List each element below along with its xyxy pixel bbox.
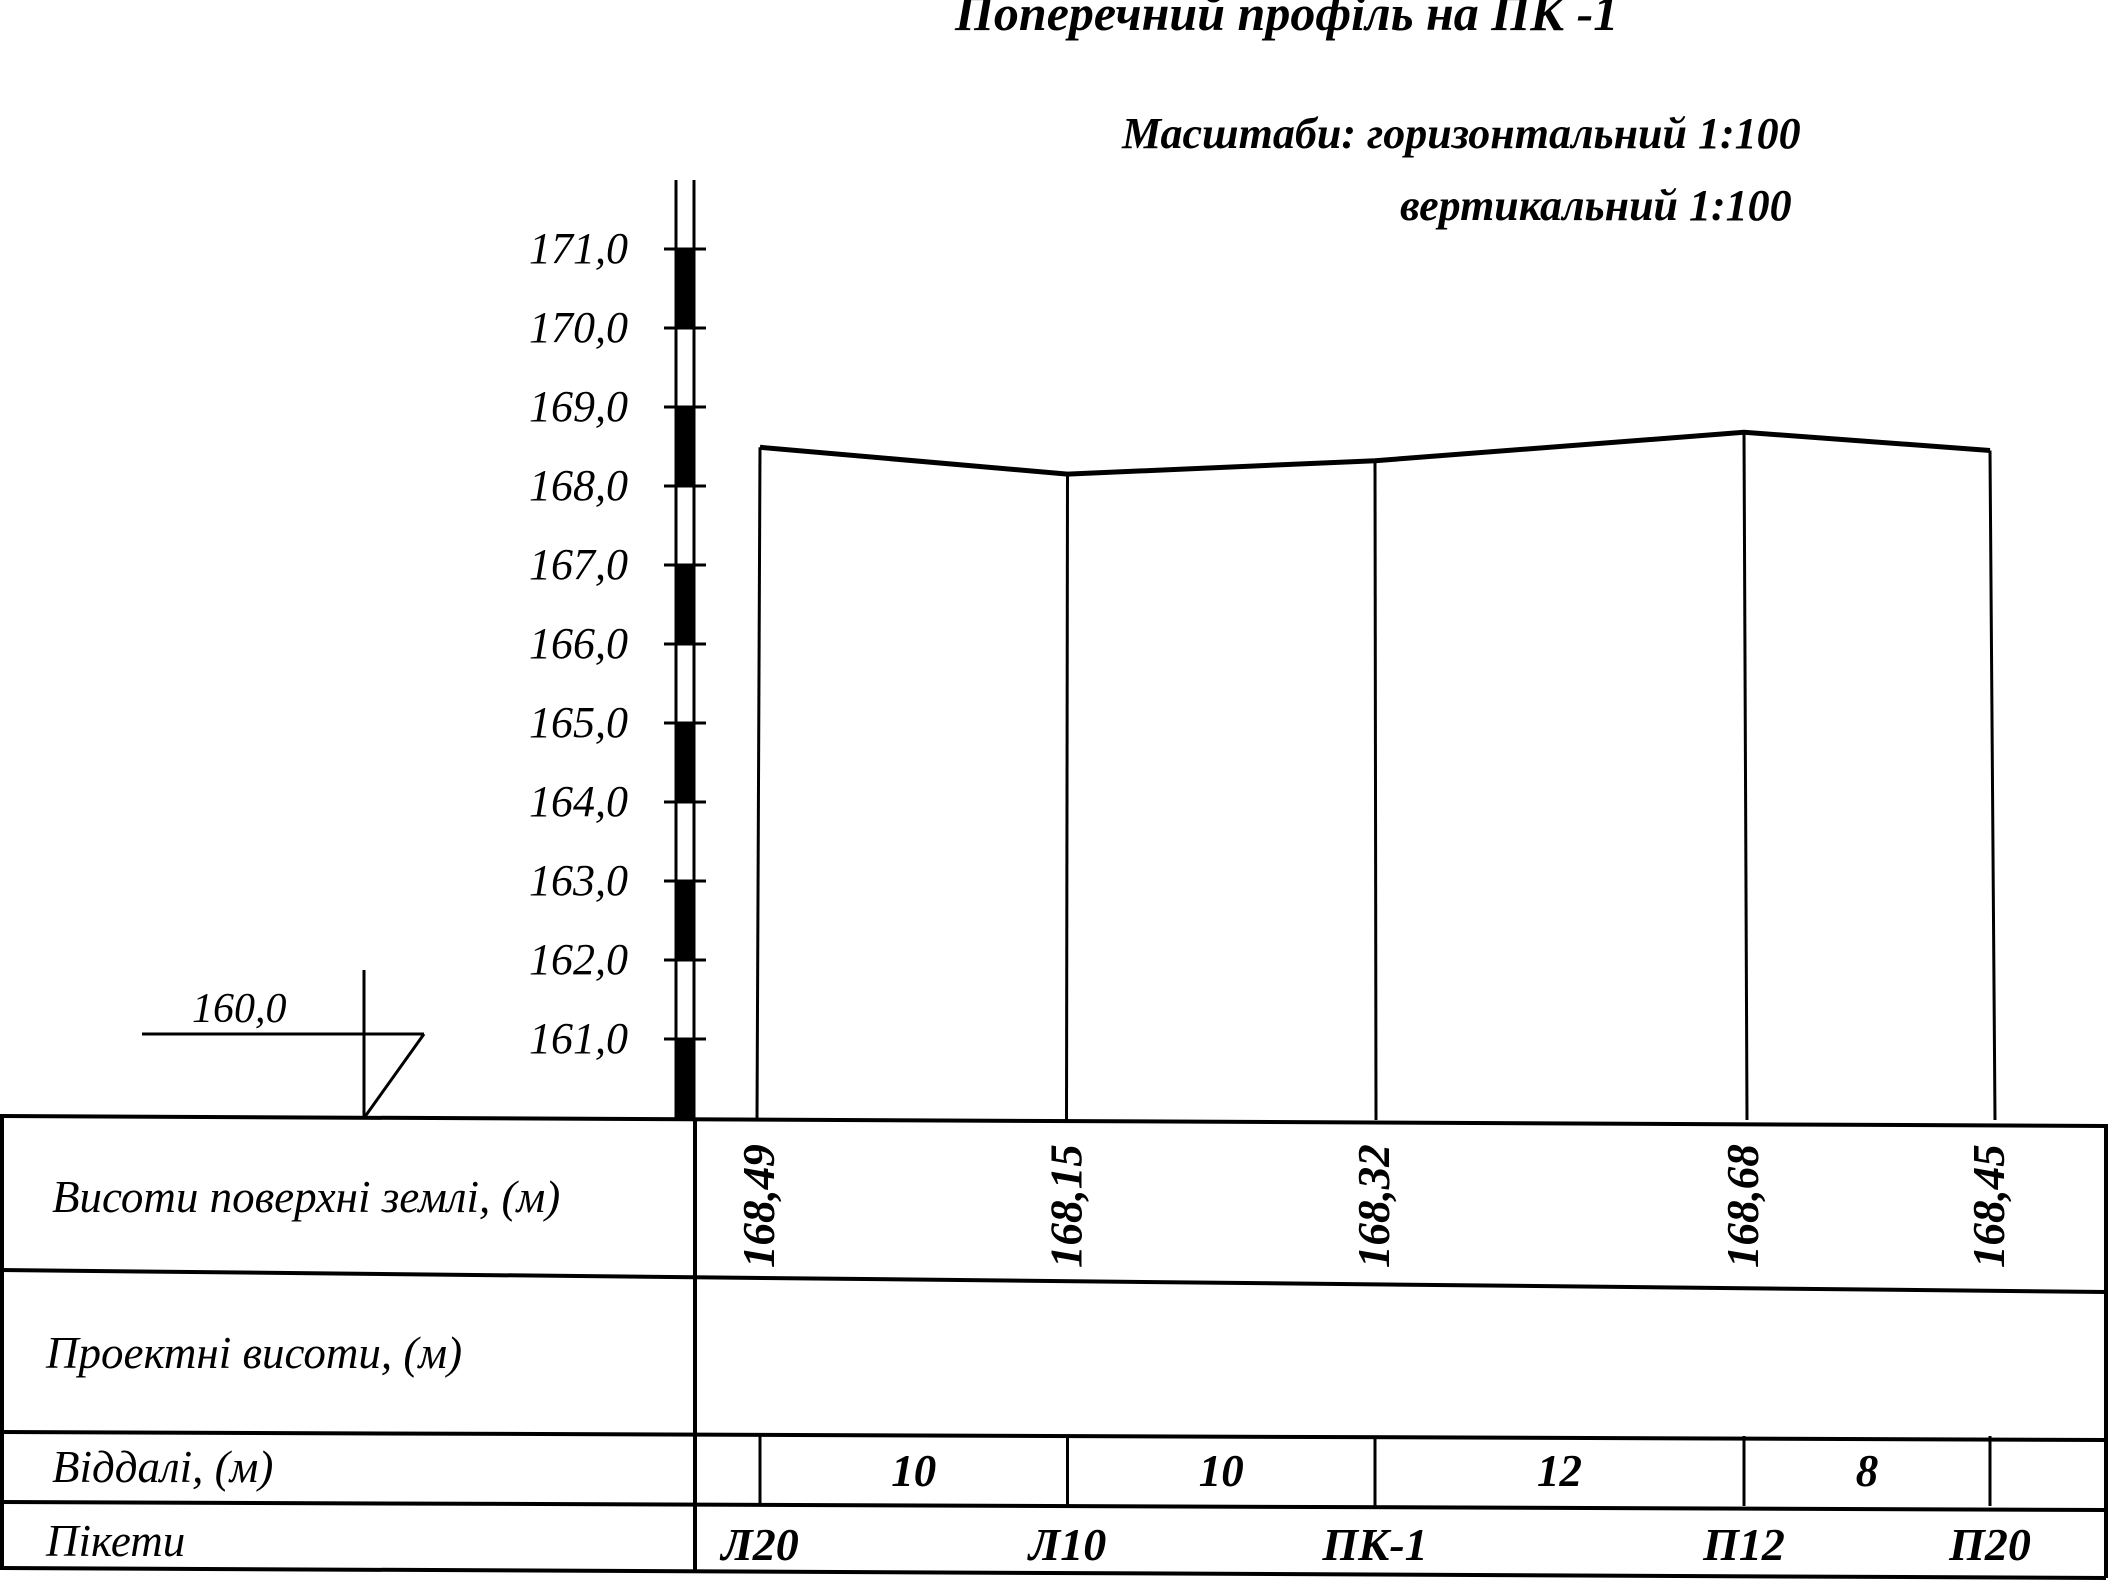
ground-elevation-value: 168,49 xyxy=(734,1144,784,1268)
scale-horizontal: Масштаби: горизонтальний 1:100 xyxy=(1121,109,1801,158)
ground-elevation-value: 168,68 xyxy=(1718,1144,1768,1268)
row-label-pickets: Пікети xyxy=(45,1516,185,1566)
station-vertical xyxy=(1988,450,1997,1121)
distance-value: 10 xyxy=(1199,1446,1244,1496)
row-label-ground-elevations: Висоти поверхні землі, (м) xyxy=(52,1172,560,1222)
picket-label: П20 xyxy=(1948,1519,2031,1570)
station-vertical xyxy=(1065,474,1069,1121)
datum-mark: 160,0 xyxy=(142,970,426,1119)
ground-elevation-value: 168,32 xyxy=(1349,1144,1399,1268)
station-vertical xyxy=(1742,432,1749,1121)
row-label-design-elevations: Проектні висоти, (м) xyxy=(45,1328,462,1378)
y-tick-label: 163,0 xyxy=(529,856,628,905)
picket-label: ПК-1 xyxy=(1321,1519,1427,1570)
y-tick-label: 169,0 xyxy=(529,382,628,431)
y-tick-label: 161,0 xyxy=(529,1014,628,1063)
station-vertical xyxy=(1373,460,1378,1121)
y-tick-label: 166,0 xyxy=(529,619,628,668)
profile-title: Поперечний профіль на ПК -1 xyxy=(954,0,1618,41)
ground-profile xyxy=(755,429,1997,1121)
y-tick-label: 165,0 xyxy=(529,698,628,747)
rod-block xyxy=(676,881,694,960)
row-label-distances: Віддалі, (м) xyxy=(52,1442,273,1492)
rod-block xyxy=(676,565,694,644)
y-tick-label: 170,0 xyxy=(529,303,628,352)
scale-vertical: вертикальний 1:100 xyxy=(1400,181,1792,230)
y-tick-label: 162,0 xyxy=(529,935,628,984)
station-vertical xyxy=(755,447,762,1121)
rod-block xyxy=(676,1039,694,1118)
distance-value: 12 xyxy=(1537,1446,1582,1496)
ground-line xyxy=(759,429,1991,477)
ground-elevation-value: 168,45 xyxy=(1964,1144,2014,1268)
y-tick-label: 167,0 xyxy=(529,540,628,589)
y-tick-label: 168,0 xyxy=(529,461,628,510)
picket-label: Л20 xyxy=(719,1519,799,1570)
datum-label: 160,0 xyxy=(192,986,287,1032)
rod-block xyxy=(676,723,694,802)
y-axis-rod: 161,0 162,0 163,0 164,0 165,0 166,0 167,0 168,0… xyxy=(529,180,706,1118)
picket-label: П12 xyxy=(1702,1519,1785,1570)
rod-block xyxy=(676,407,694,486)
picket-label: Л10 xyxy=(1027,1519,1107,1570)
distance-value: 10 xyxy=(891,1446,936,1496)
rod-block xyxy=(676,249,694,328)
y-tick-label: 164,0 xyxy=(529,777,628,826)
distance-value: 8 xyxy=(1856,1446,1879,1496)
y-tick-label: 171,0 xyxy=(529,224,628,273)
ground-elevation-value: 168,15 xyxy=(1042,1144,1092,1268)
profile-table xyxy=(0,1114,2108,1580)
